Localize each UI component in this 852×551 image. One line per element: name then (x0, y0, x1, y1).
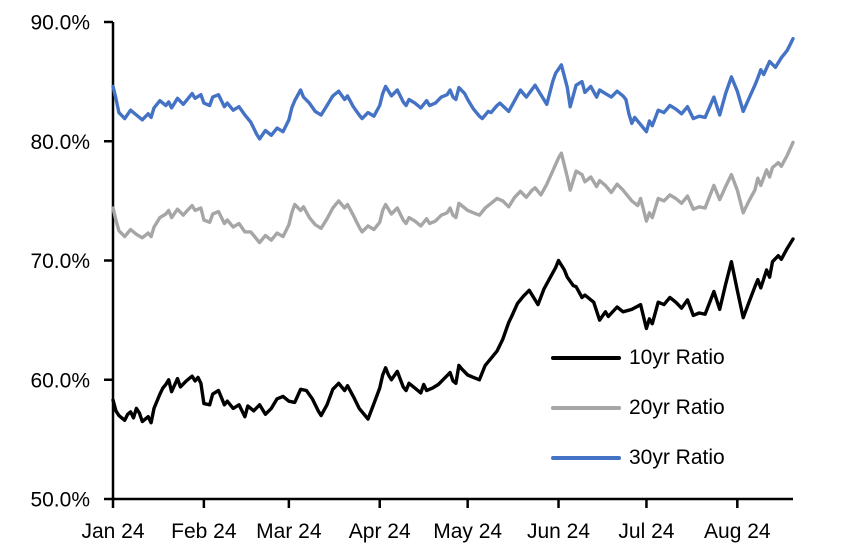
x-tick-label: Aug 24 (704, 520, 771, 543)
y-tick-label: 80.0% (30, 131, 90, 154)
y-tick-label: 60.0% (30, 369, 90, 392)
x-tick-label: Mar 24 (256, 520, 322, 543)
y-tick-label: 70.0% (30, 250, 90, 273)
series-line-30yr-ratio (111, 37, 795, 141)
legend-item-30yr-ratio: 30yr Ratio (551, 433, 725, 483)
legend-label-20yr: 20yr Ratio (629, 396, 725, 419)
legend-item-10yr-ratio: 10yr Ratio (551, 333, 725, 383)
y-tick-label: 90.0% (30, 12, 90, 35)
x-tick-label: May 24 (433, 520, 502, 543)
x-tick-label: Feb 24 (171, 520, 237, 543)
legend-line-swatch-30yr (551, 456, 621, 460)
series-line-20yr-ratio (111, 140, 795, 245)
x-tick-label: Jun 24 (527, 520, 590, 543)
series-line-10yr-ratio (111, 237, 795, 425)
legend-line-swatch-20yr (551, 406, 621, 410)
legend-item-20yr-ratio: 20yr Ratio (551, 383, 725, 433)
y-tick-label: 50.0% (30, 489, 90, 512)
legend-label-10yr: 10yr Ratio (629, 346, 725, 369)
legend-label-30yr: 30yr Ratio (629, 446, 725, 469)
legend-line-swatch-10yr (551, 356, 621, 360)
x-tick-label: Apr 24 (349, 520, 411, 543)
chart-legend: 10yr Ratio 20yr Ratio 30yr Ratio (551, 333, 725, 483)
x-tick-label: Jul 24 (618, 520, 674, 543)
x-tick-label: Jan 24 (81, 520, 144, 543)
